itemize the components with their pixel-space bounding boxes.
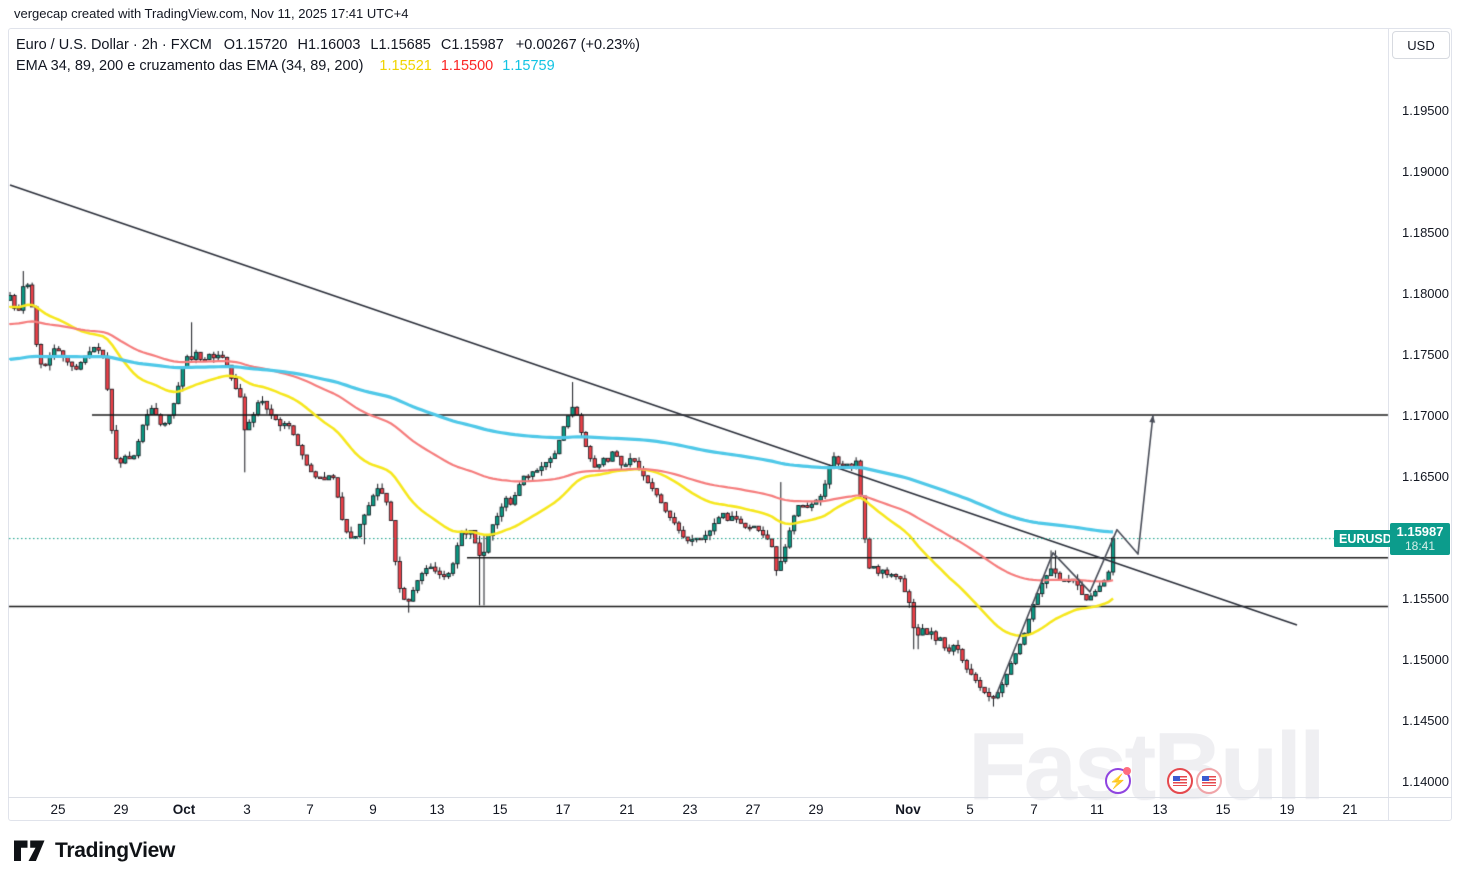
- chart-legend: Euro / U.S. Dollar · 2h · FXCM O1.15720 H…: [16, 35, 640, 76]
- month-tick-label: Nov: [895, 802, 921, 817]
- last-price-badge: 1.15987 18:41: [1390, 522, 1450, 555]
- symbol-price-flag: EURUSD: [1334, 530, 1397, 548]
- date-tick-label: 15: [492, 802, 508, 817]
- price-axis[interactable]: 1.19500 1.19000 1.18500 1.18000 1.17500 1.170…: [1389, 28, 1453, 797]
- price-tick-label: 1.18000: [1402, 286, 1449, 301]
- indicator-legend-row[interactable]: EMA 34, 89, 200 e cruzamento das EMA (34…: [16, 56, 640, 76]
- date-tick-label: 21: [1342, 802, 1358, 817]
- last-price-value: 1.15987: [1396, 523, 1444, 539]
- price-tick-label: 1.19500: [1402, 103, 1449, 118]
- date-tick-label: 5: [966, 802, 974, 817]
- date-tick-label: 11: [1089, 802, 1105, 817]
- symbol-price-flag-label: EURUSD: [1339, 531, 1392, 546]
- price-tick-label: 1.19000: [1402, 164, 1449, 179]
- indicator-values: 1.15521 1.15500 1.15759: [379, 58, 554, 74]
- tradingview-logo-icon: [14, 840, 45, 861]
- price-tick-label: 1.14000: [1402, 774, 1449, 789]
- date-tick-label: 7: [306, 802, 314, 817]
- tradingview-logo[interactable]: TradingView: [13, 838, 175, 864]
- month-tick-label: Oct: [172, 802, 196, 817]
- currency-toggle-button[interactable]: USD: [1392, 31, 1450, 59]
- ema-value: 1.15521: [379, 58, 432, 74]
- date-tick-label: 27: [745, 802, 761, 817]
- date-tick-label: 15: [1215, 802, 1231, 817]
- price-tick-label: 1.17000: [1402, 408, 1449, 423]
- date-tick-label: 17: [555, 802, 571, 817]
- ohlc-values: O1.15720 H1.16003 L1.15685 C1.15987: [224, 37, 504, 53]
- us-flag-icon: [1202, 776, 1216, 786]
- time-axis[interactable]: 25 29 Oct 3 7 9 13 15 17 21 23 27 29 Nov 5 7 11 13 15 19 21: [8, 798, 1388, 822]
- ohlc-token: L1.15685: [370, 37, 431, 53]
- importance-dot: [1123, 767, 1131, 775]
- date-tick-label: 9: [369, 802, 377, 817]
- price-tick-label: 1.15000: [1402, 652, 1449, 667]
- lightning-glyph: ⚡: [1109, 772, 1127, 789]
- date-tick-label: 13: [429, 802, 445, 817]
- date-tick-label: 21: [619, 802, 635, 817]
- change-value: +0.00267 (+0.23%): [515, 37, 640, 53]
- bar-countdown: 18:41: [1404, 538, 1436, 553]
- us-flag-event-icon-2[interactable]: [1196, 768, 1222, 794]
- date-tick-label: 13: [1152, 802, 1168, 817]
- date-tick-label: 19: [1279, 802, 1295, 817]
- us-flag-icon: [1173, 776, 1187, 786]
- flash-event-icon[interactable]: ⚡: [1105, 767, 1131, 794]
- indicator-label: EMA 34, 89, 200 e cruzamento das EMA (34…: [16, 58, 364, 74]
- date-tick-label: 7: [1030, 802, 1038, 817]
- date-tick-label: 29: [808, 802, 824, 817]
- date-tick-label: 25: [50, 802, 66, 817]
- ema-value: 1.15759: [502, 58, 555, 74]
- ohlc-token: H1.16003: [297, 37, 361, 53]
- ohlc-token: O1.15720: [223, 37, 288, 53]
- price-tick-label: 1.18500: [1402, 225, 1449, 240]
- ema-value: 1.15500: [440, 58, 494, 74]
- date-tick-label: 3: [243, 802, 251, 817]
- price-tick-label: 1.15500: [1402, 591, 1449, 606]
- tradingview-logo-text: TradingView: [55, 839, 176, 862]
- date-tick-label: 29: [113, 802, 129, 817]
- date-tick-label: 23: [682, 802, 698, 817]
- symbol-title: Euro / U.S. Dollar · 2h · FXCM: [16, 37, 212, 53]
- symbol-legend-row[interactable]: Euro / U.S. Dollar · 2h · FXCM O1.15720 H…: [16, 35, 640, 55]
- price-tick-label: 1.16500: [1402, 469, 1449, 484]
- ohlc-token: C1.15987: [440, 37, 504, 53]
- price-tick-label: 1.14500: [1402, 713, 1449, 728]
- price-chart-canvas[interactable]: [0, 0, 1461, 830]
- us-flag-event-icon[interactable]: [1167, 768, 1193, 794]
- price-tick-label: 1.17500: [1402, 347, 1449, 362]
